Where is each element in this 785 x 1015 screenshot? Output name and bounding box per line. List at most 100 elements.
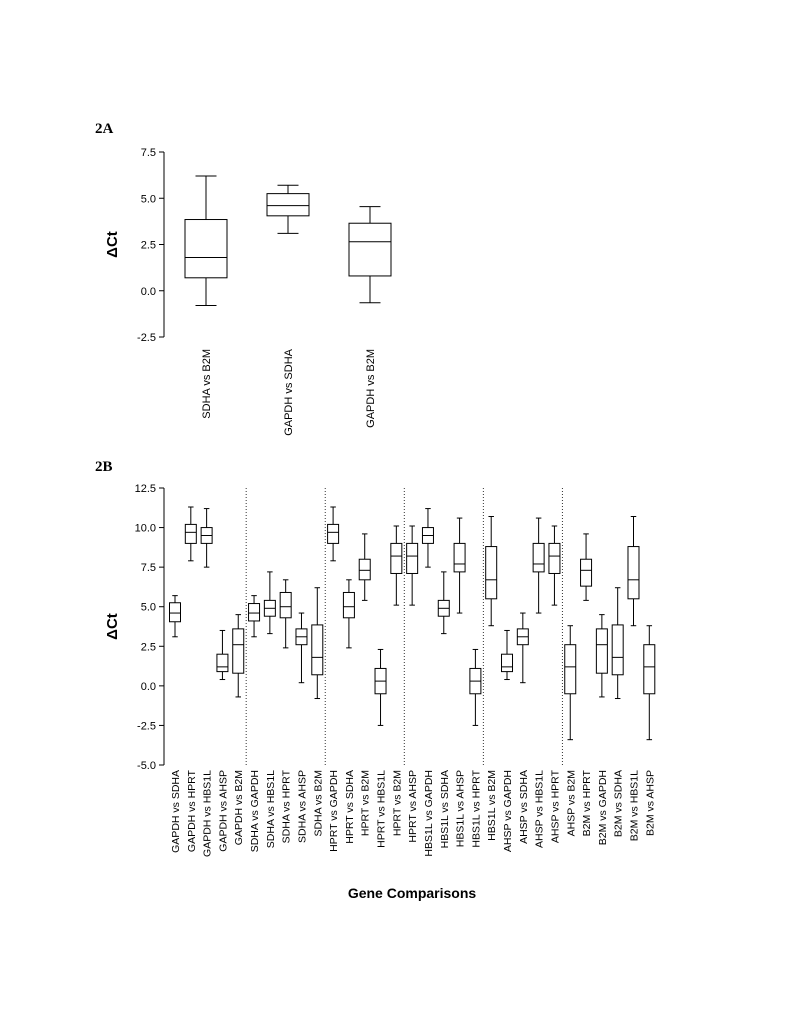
x-category-label: HPRT vs B2M [391, 770, 403, 836]
box-10 [311, 587, 324, 700]
box-2 [184, 506, 197, 562]
panel-label-2a: 2A [95, 121, 114, 137]
x-category-label: HBS1L vs GAPDH [423, 770, 435, 857]
x-category-label: GAPDH vs AHSP [217, 770, 229, 852]
box-iqr [311, 624, 324, 676]
x-category-label: B2M vs AHSP [644, 770, 656, 836]
x-category-label: SDHA vs AHSP [296, 770, 308, 843]
x-category-label: B2M vs SDHA [613, 770, 625, 837]
box-iqr [232, 628, 245, 674]
box-17 [421, 508, 434, 568]
y-tick-label: 2.5 [141, 641, 156, 653]
box-12 [342, 579, 355, 649]
x-category-label: HPRT vs AHSP [407, 770, 419, 843]
x-category-label: HPRT vs SDHA [344, 770, 356, 844]
box-23 [516, 612, 529, 684]
y-axis-title: ΔCt [104, 613, 121, 640]
box-13 [358, 533, 371, 601]
x-category-label: AHSP vs B2M [565, 770, 577, 836]
y-tick-label: -5.0 [137, 760, 156, 772]
box-8 [279, 579, 292, 649]
box-plot-2a: -2.5 0.0 2.5 5.0 7.5 ΔCt SDHA vs B2M GAPDH vs S… [104, 147, 392, 436]
x-category-label: GAPDH vs B2M [365, 349, 377, 428]
x-category-label: SDHA vs B2M [312, 770, 324, 837]
x-category-label: AHSP vs GAPDH [502, 770, 514, 852]
box-6 [248, 595, 261, 638]
box-iqr [184, 523, 197, 544]
box-31 [643, 625, 656, 741]
box-1 [184, 175, 228, 307]
x-category-label: GAPDH vs B2M [233, 770, 245, 845]
x-category-label: HPRT vs HBS1L [376, 770, 388, 848]
box-iqr [327, 523, 340, 544]
box-iqr [342, 591, 355, 619]
box-11 [327, 506, 340, 562]
x-category-label: SDHA vs GAPDH [249, 770, 261, 852]
box-iqr [266, 193, 310, 217]
y-tick-label: 12.5 [135, 483, 156, 495]
box-30 [627, 515, 640, 627]
y-axis-title: ΔCt [104, 231, 121, 258]
box-iqr [184, 219, 228, 279]
box-24 [532, 517, 545, 614]
x-category-label: AHSP vs SDHA [518, 770, 530, 844]
x-category-label: HPRT vs GAPDH [328, 770, 340, 852]
y-tick-label: 10.0 [135, 523, 156, 535]
y-tick-label: 5.0 [141, 602, 156, 614]
box-14 [374, 648, 387, 726]
y-tick-label: 2.5 [141, 240, 156, 252]
x-category-label: B2M vs GAPDH [597, 770, 609, 845]
box-iqr [627, 546, 640, 600]
x-category-label: B2M vs HPRT [581, 769, 593, 836]
y-tick-label: 0.0 [141, 286, 156, 298]
box-25 [548, 525, 561, 606]
x-category-label: SDHA vs HBS1L [265, 770, 277, 848]
x-category-label: GAPDH vs SDHA [283, 348, 295, 435]
box-22 [501, 629, 514, 681]
x-category-label: HBS1L vs AHSP [455, 770, 467, 847]
box-iqr [564, 644, 577, 695]
box-iqr [595, 628, 608, 674]
box-plot-2b: -5.0 -2.5 0.0 2.5 5.0 7.5 10.0 12.5 ΔCt GAPDH vs … [104, 483, 656, 901]
x-category-label: AHSP vs HPRT [549, 769, 561, 843]
box-16 [406, 525, 419, 606]
box-3 [200, 508, 213, 568]
box-iqr [279, 591, 292, 619]
y-tick-label: -2.5 [137, 720, 156, 732]
x-category-label: GAPDH vs SDHA [170, 770, 182, 853]
box-iqr [611, 624, 624, 676]
box-28 [595, 614, 608, 698]
box-4 [216, 629, 229, 681]
box-iqr [348, 222, 392, 277]
y-tick-label: 0.0 [141, 681, 156, 693]
x-category-label: SDHA vs B2M [201, 349, 213, 419]
box-20 [469, 648, 482, 726]
box-7 [263, 571, 276, 635]
box-9 [295, 612, 308, 684]
y-tick-label: -2.5 [137, 332, 156, 344]
x-category-label: GAPDH vs HPRT [186, 769, 198, 852]
box-26 [564, 625, 577, 741]
y-tick-label: 7.5 [141, 147, 156, 159]
y-tick-label: 7.5 [141, 562, 156, 574]
x-category-label: B2M vs HBS1L [628, 770, 640, 841]
x-category-label: HBS1L vs SDHA [439, 770, 451, 848]
box-18 [437, 571, 450, 635]
box-21 [485, 515, 498, 627]
x-category-label: HPRT vs B2M [360, 770, 372, 836]
box-iqr [532, 542, 545, 573]
box-iqr [643, 644, 656, 695]
y-tick-label: 5.0 [141, 193, 156, 205]
box-iqr [248, 603, 261, 622]
x-category-label: SDHA vs HPRT [281, 769, 293, 843]
panel-label-2b: 2B [95, 459, 113, 475]
x-category-label: HBS1L vs HPRT [470, 769, 482, 847]
box-19 [453, 517, 466, 614]
box-iqr [390, 542, 403, 574]
box-5 [232, 614, 245, 698]
box-iqr [548, 542, 561, 574]
box-15 [390, 525, 403, 606]
x-category-label: HBS1L vs B2M [486, 770, 498, 841]
box-iqr [580, 558, 593, 587]
